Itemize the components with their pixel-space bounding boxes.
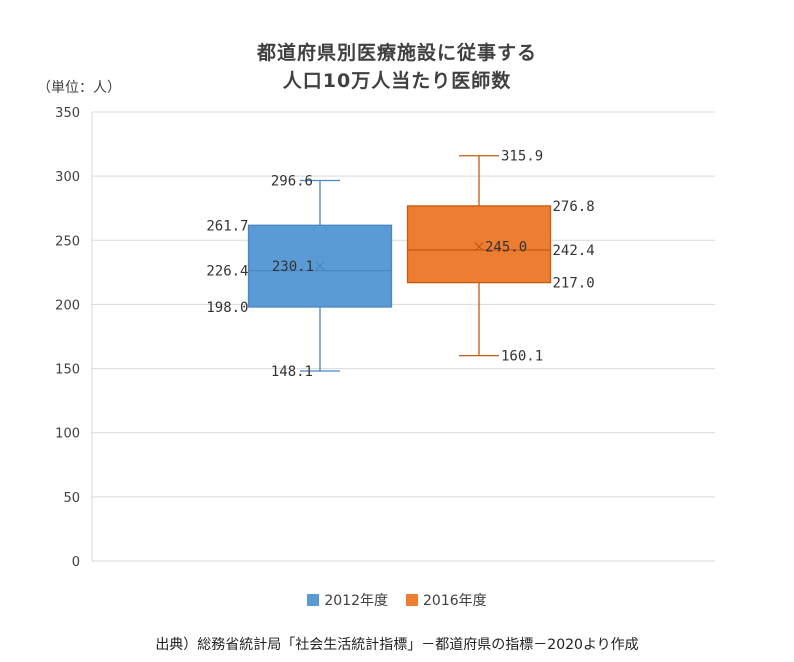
legend-swatch-2016 <box>406 594 418 606</box>
legend-label-2012: 2012年度 <box>324 593 388 609</box>
y-tick-label-50: 50 <box>63 491 80 506</box>
unit-label: （単位：人） <box>37 80 121 96</box>
legend-item-2012: 2012年度 <box>307 590 388 610</box>
data-label-max-2012: 296.6 <box>271 174 313 190</box>
data-label-mean-2016: 245.0 <box>485 240 527 256</box>
source-note: 出典）総務省統計局「社会生活統計指標」－都道府県の指標－2020より作成 <box>155 637 639 653</box>
legend: 2012年度 2016年度 <box>0 590 794 610</box>
data-label-max-2016: 315.9 <box>501 149 543 165</box>
chart-title-line-1: 都道府県別医療施設に従事する <box>256 42 537 64</box>
data-label-q1-2012: 198.0 <box>206 300 248 316</box>
data-label-min-2012: 148.1 <box>271 364 313 380</box>
data-label-mean-2012: 230.1 <box>272 259 314 275</box>
y-tick-label-250: 250 <box>55 234 80 249</box>
data-label-min-2016: 160.1 <box>501 349 543 365</box>
chart-title-line-2: 人口10万人当たり医師数 <box>282 70 512 92</box>
y-tick-label-100: 100 <box>55 427 80 442</box>
mean-marker-2012 <box>315 261 325 271</box>
y-tick-label-200: 200 <box>55 298 80 313</box>
y-tick-label-350: 350 <box>55 106 80 121</box>
data-label-q3-2012: 261.7 <box>206 218 248 234</box>
data-label-q1-2016: 217.0 <box>553 276 595 292</box>
box-2016 <box>406 205 552 284</box>
legend-label-2016: 2016年度 <box>423 593 487 609</box>
y-tick-label-300: 300 <box>55 170 80 185</box>
legend-item-2016: 2016年度 <box>406 590 487 610</box>
data-label-median-2012: 226.4 <box>206 264 248 280</box>
y-tick-label-150: 150 <box>55 363 80 378</box>
data-label-q3-2016: 276.8 <box>553 199 595 215</box>
mean-marker-2016 <box>474 242 484 252</box>
legend-swatch-2012 <box>307 594 320 606</box>
y-tick-label-0: 0 <box>72 555 80 570</box>
data-label-median-2016: 242.4 <box>553 243 595 259</box>
